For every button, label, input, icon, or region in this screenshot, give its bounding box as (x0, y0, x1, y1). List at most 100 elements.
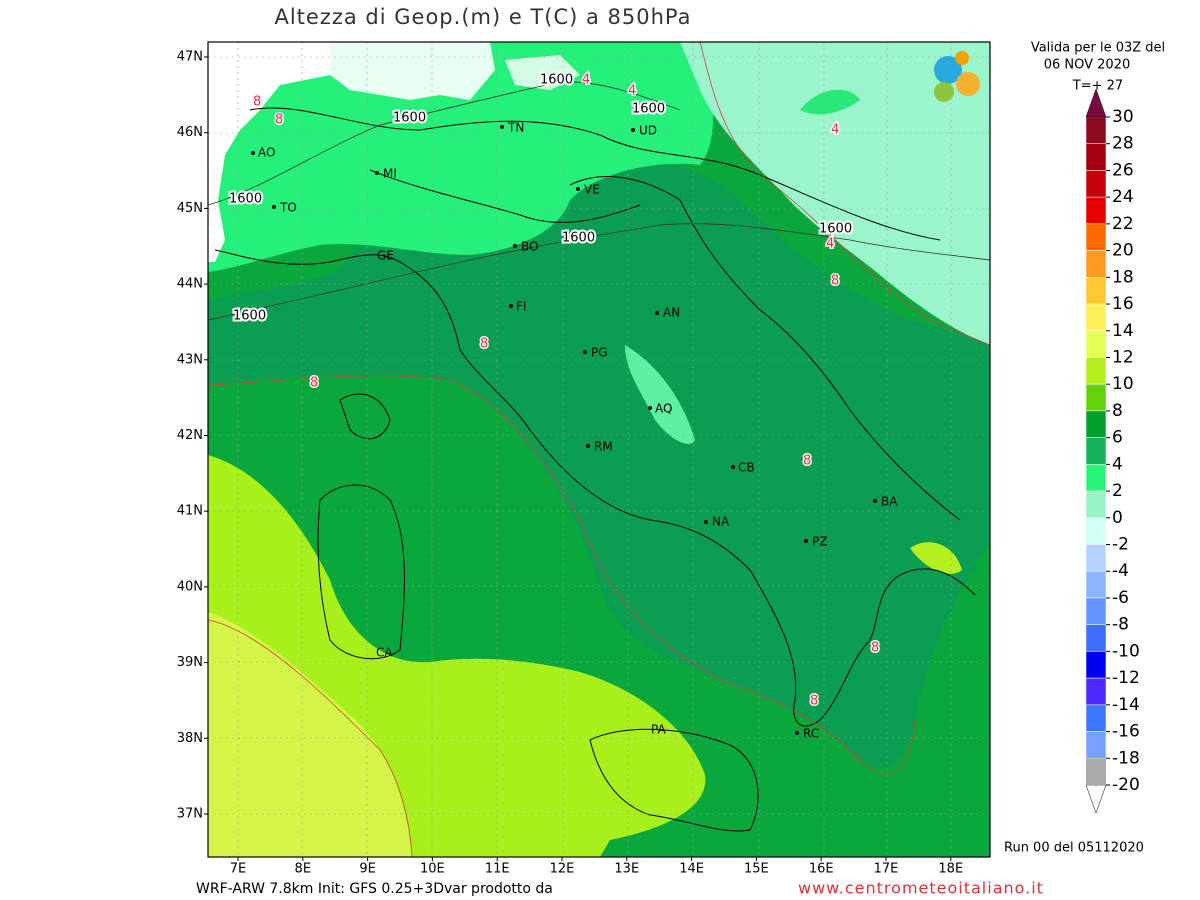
band-2-4 (680, 42, 990, 345)
colorbar-swatch (1085, 170, 1107, 198)
band-4-6 (208, 42, 714, 272)
lat-label: 46N (177, 125, 203, 140)
colorbar-swatch (1085, 410, 1107, 438)
colorbar-swatch (1085, 704, 1107, 732)
lon-label: 9E (359, 862, 376, 877)
lon-label: 18E (938, 862, 963, 877)
lon-label: 16E (809, 862, 834, 877)
contour-label: 1600 (393, 111, 426, 126)
band-12-14 (208, 612, 412, 857)
colorbar-bottom-tip (1085, 784, 1107, 814)
city-label: NA (712, 515, 730, 529)
geopotential (208, 81, 990, 321)
lat-label: 45N (177, 201, 203, 216)
colorbar-label: 8 (1112, 401, 1123, 421)
colorbar-swatch (1085, 223, 1107, 251)
colorbar-swatch (1085, 570, 1107, 599)
valid-line: T=+ 27 (1072, 79, 1123, 94)
colorbar-swatch (1085, 250, 1107, 278)
isotherms (208, 42, 990, 857)
colorbar-label: -14 (1112, 695, 1140, 715)
lon-label: 14E (679, 862, 704, 877)
colorbar-label: -12 (1112, 668, 1140, 688)
colorbar-label: 30 (1112, 107, 1134, 127)
colorbar-label: -8 (1112, 615, 1129, 635)
city-label: TO (279, 201, 297, 215)
colorbar-swatch (1085, 357, 1107, 385)
snow (505, 55, 580, 90)
cities: AO TO MI TN UD VE GE BO FI AN PG AQ RM C… (251, 121, 898, 741)
city-label: CB (738, 461, 755, 475)
colorbar-label: -20 (1112, 775, 1140, 795)
city-label: MI (383, 167, 397, 181)
city-label: UD (639, 124, 657, 138)
colorbar-label: 0 (1112, 508, 1123, 528)
colorbar-label: -10 (1112, 641, 1140, 661)
lon-label: 17E (874, 862, 899, 877)
lat-label: 38N (177, 731, 203, 746)
lat-label: 40N (177, 579, 203, 594)
lat-label: 43N (177, 352, 203, 367)
city-label: PZ (812, 535, 827, 549)
title: Altezza di Geop.(m) e T(C) a 850hPa (274, 5, 691, 29)
colorbar-swatch (1085, 437, 1107, 465)
colorbar-label: -6 (1112, 588, 1129, 608)
contour-label: 1600 (632, 102, 665, 117)
lat-label: 47N (177, 50, 203, 65)
colorbar-swatch (1085, 277, 1107, 305)
lon-label: 11E (485, 862, 510, 877)
city-label: GE (377, 249, 394, 263)
colorbar-label: 26 (1112, 160, 1134, 180)
colorbar-swatch (1085, 731, 1107, 759)
colorbar-swatch (1085, 624, 1107, 652)
colorbar-label: 16 (1112, 294, 1134, 314)
colorbar-swatch (1085, 490, 1107, 519)
colorbar-label: -18 (1112, 748, 1140, 768)
band-10-12 (910, 542, 962, 574)
colorbar-swatch (1085, 597, 1107, 625)
city-label: AO (258, 146, 275, 160)
city-label: PG (591, 346, 608, 360)
lon-label: 13E (614, 862, 639, 877)
snow (330, 42, 495, 100)
lon-label: 10E (420, 862, 445, 877)
city-label: RC (803, 727, 819, 741)
valid-line: 06 NOV 2020 (1044, 58, 1131, 73)
colorbar-swatch (1085, 464, 1107, 492)
colorbar-swatch (1085, 544, 1107, 572)
city-label: AN (663, 306, 680, 320)
colorbar-label: 18 (1112, 267, 1134, 287)
lon-label: 7E (230, 862, 247, 877)
city-label: BA (881, 495, 898, 509)
city-label: VE (584, 183, 600, 197)
band-4-6 (625, 345, 695, 444)
contour-label: 1600 (233, 309, 266, 324)
contour-label: 8 (275, 113, 283, 128)
contour-label: 4 (582, 73, 590, 88)
contour-label: 1600 (562, 231, 595, 246)
city-label: AQ (655, 402, 672, 416)
valid-line: Valida per le 03Z del (1031, 41, 1165, 56)
colorbar-label: 28 (1112, 134, 1134, 154)
colorbar-label: 6 (1112, 428, 1123, 448)
colorbar-label: 14 (1112, 321, 1134, 341)
logo (934, 51, 980, 102)
city-label: CA (376, 646, 393, 660)
contour-label: 8 (253, 95, 261, 110)
colorbar-label: 4 (1112, 454, 1123, 474)
colorbar-swatch (1085, 517, 1107, 545)
colorbar-top (1085, 88, 1107, 118)
city-label: FI (516, 300, 526, 314)
contour-label: 8 (310, 376, 318, 391)
lon-label: 8E (295, 862, 312, 877)
lat-label: 41N (177, 504, 203, 519)
colorbar-swatch (1085, 143, 1107, 171)
contour-labels: 1600 4 4 1600 1600 8 8 1600 1600 1600 4 … (227, 71, 881, 711)
colorbar-swatch (1085, 196, 1107, 225)
colorbar-swatch (1085, 116, 1107, 144)
map (208, 42, 990, 857)
colorbar-label: 2 (1112, 481, 1123, 501)
colorbar-swatch (1085, 651, 1107, 679)
contour-label: 8 (803, 454, 811, 469)
